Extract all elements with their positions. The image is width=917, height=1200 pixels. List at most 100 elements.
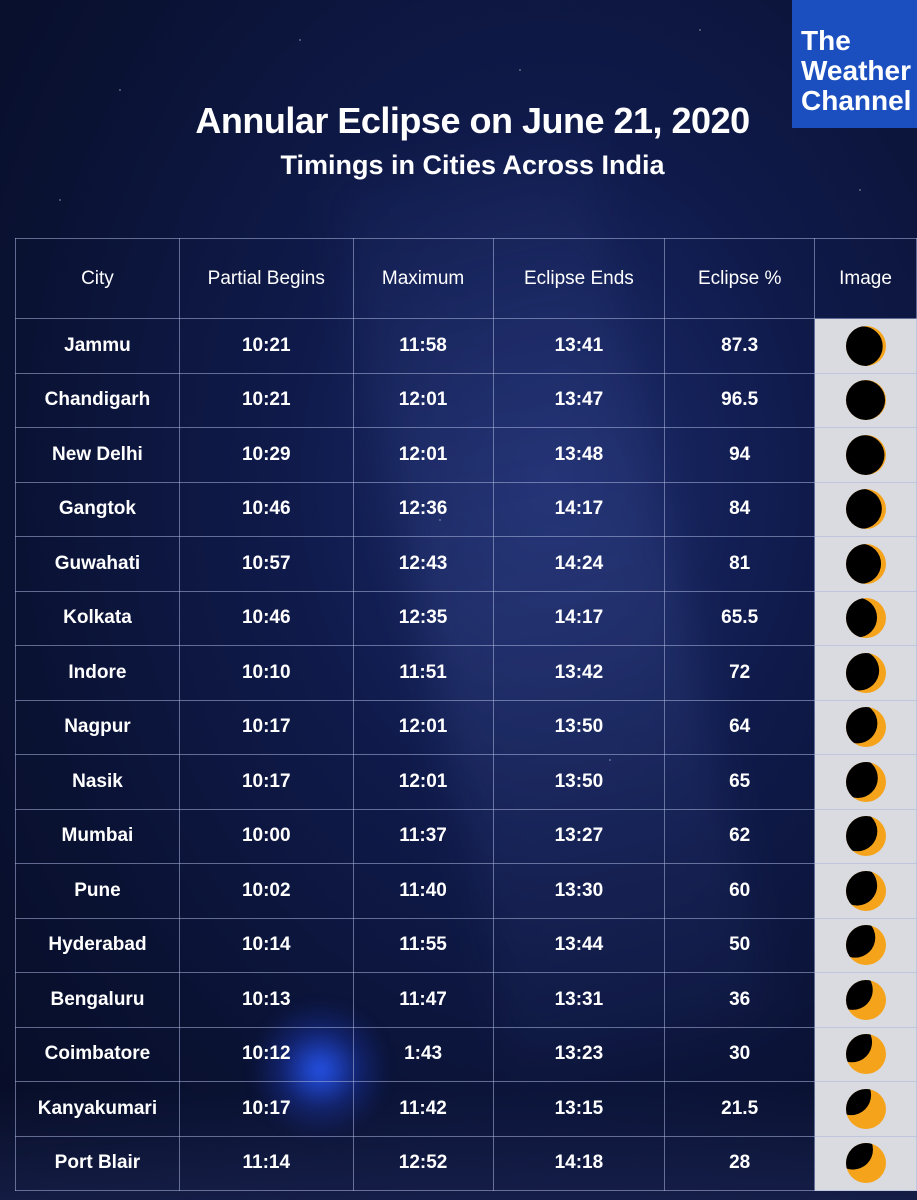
cell-city: Port Blair	[15, 1135, 180, 1191]
moon-disc	[845, 925, 875, 958]
cell-image	[814, 481, 917, 537]
cell-max: 11:47	[352, 972, 494, 1028]
cell-city: Nasik	[15, 754, 180, 810]
cell-end: 13:27	[492, 808, 666, 864]
eclipse-icon	[845, 761, 886, 802]
moon-disc	[845, 489, 882, 530]
page-subtitle: Timings in Cities Across India	[280, 150, 665, 180]
cell-city: Nagpur	[15, 699, 180, 755]
eclipse-icon	[845, 925, 886, 966]
cell-end: 13:31	[492, 972, 666, 1028]
cell-pct: 81	[664, 536, 816, 592]
cell-end: 13:44	[492, 917, 666, 973]
table-row: Pune 10:02 11:40 13:30 60	[15, 863, 917, 919]
cell-end: 13:42	[492, 645, 666, 701]
cell-city: Bengaluru	[15, 972, 180, 1028]
cell-max: 12:52	[352, 1135, 494, 1191]
table-row: Bengaluru 10:13 11:47 13:31 36	[15, 972, 917, 1028]
cell-begin: 10:17	[178, 699, 354, 755]
cell-max: 12:01	[352, 754, 494, 810]
eclipse-icon	[845, 870, 886, 911]
cell-max: 11:55	[352, 917, 494, 973]
cell-image	[814, 808, 917, 864]
cell-city: Hyderabad	[15, 917, 180, 973]
cell-image	[814, 1081, 917, 1137]
cell-end: 13:50	[492, 754, 666, 810]
cell-end: 14:24	[492, 536, 666, 592]
cell-pct: 30	[664, 1026, 816, 1082]
eclipse-icon	[845, 434, 886, 475]
cell-max: 12:35	[352, 590, 494, 646]
moon-disc	[845, 434, 884, 475]
cell-max: 11:40	[352, 863, 494, 919]
cell-image	[814, 645, 917, 701]
weather-channel-logo: The Weather Channel	[792, 0, 917, 128]
cell-pct: 87.3	[664, 318, 816, 374]
cell-max: 11:51	[352, 645, 494, 701]
eclipse-icon	[845, 652, 886, 693]
eclipse-icon	[845, 598, 886, 639]
cell-end: 13:47	[492, 372, 666, 428]
eclipse-icon	[845, 380, 886, 421]
moon-disc	[845, 979, 873, 1010]
cell-begin: 10:29	[178, 427, 354, 483]
cell-city: Gangtok	[15, 481, 180, 537]
page-title: Annular Eclipse on June 21, 2020	[195, 100, 750, 141]
logo-line-3: Channel	[801, 85, 912, 116]
cell-city: Coimbatore	[15, 1026, 180, 1082]
cell-begin: 10:13	[178, 972, 354, 1028]
header-city: City	[15, 238, 180, 319]
cell-begin: 10:46	[178, 590, 354, 646]
cell-max: 12:01	[352, 699, 494, 755]
cell-end: 14:17	[492, 481, 666, 537]
cell-image	[814, 318, 917, 374]
cell-pct: 72	[664, 645, 816, 701]
eclipse-icon	[845, 1034, 886, 1075]
cell-city: Kolkata	[15, 590, 180, 646]
cell-max: 1:43	[352, 1026, 494, 1082]
cell-begin: 10:17	[178, 1081, 354, 1137]
cell-begin: 10:10	[178, 645, 354, 701]
cell-begin: 10:46	[178, 481, 354, 537]
cell-max: 11:42	[352, 1081, 494, 1137]
cell-pct: 64	[664, 699, 816, 755]
cell-begin: 10:02	[178, 863, 354, 919]
cell-pct: 96.5	[664, 372, 816, 428]
cell-image	[814, 590, 917, 646]
cell-city: Mumbai	[15, 808, 180, 864]
eclipse-icon	[845, 1143, 886, 1184]
cell-begin: 10:12	[178, 1026, 354, 1082]
table-header-row: City Partial Begins Maximum Eclipse Ends…	[15, 238, 917, 319]
table-row: Kanyakumari 10:17 11:42 13:15 21.5	[15, 1081, 917, 1137]
table-row: Nagpur 10:17 12:01 13:50 64	[15, 699, 917, 755]
cell-end: 14:18	[492, 1135, 666, 1191]
cell-max: 11:58	[352, 318, 494, 374]
cell-end: 13:30	[492, 863, 666, 919]
cell-image	[814, 754, 917, 810]
eclipse-icon	[845, 1088, 886, 1129]
cell-image	[814, 1026, 917, 1082]
table-row: Chandigarh 10:21 12:01 13:47 96.5	[15, 372, 917, 428]
cell-begin: 10:21	[178, 372, 354, 428]
moon-disc	[845, 1034, 872, 1063]
eclipse-icon	[845, 325, 886, 366]
cell-begin: 11:14	[178, 1135, 354, 1191]
cell-image	[814, 1135, 917, 1191]
table-row: Jammu 10:21 11:58 13:41 87.3	[15, 318, 917, 374]
cell-begin: 10:14	[178, 917, 354, 973]
table-row: New Delhi 10:29 12:01 13:48 94	[15, 427, 917, 483]
cell-pct: 94	[664, 427, 816, 483]
moon-disc	[845, 380, 885, 421]
eclipse-icon	[845, 979, 886, 1020]
table-row: Guwahati 10:57 12:43 14:24 81	[15, 536, 917, 592]
cell-max: 12:43	[352, 536, 494, 592]
eclipse-timings-table: City Partial Begins Maximum Eclipse Ends…	[15, 238, 917, 1191]
eclipse-icon	[845, 489, 886, 530]
table-row: Kolkata 10:46 12:35 14:17 65.5	[15, 590, 917, 646]
cell-image	[814, 372, 917, 428]
eclipse-icon	[845, 816, 886, 857]
cell-image	[814, 972, 917, 1028]
moon-disc	[845, 326, 883, 366]
cell-end: 13:50	[492, 699, 666, 755]
table-row: Indore 10:10 11:51 13:42 72	[15, 645, 917, 701]
